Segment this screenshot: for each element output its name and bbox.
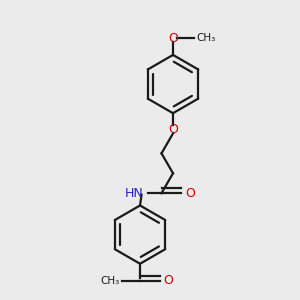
Text: HN: HN: [124, 187, 143, 200]
Text: CH₃: CH₃: [100, 276, 119, 286]
Text: O: O: [168, 32, 178, 44]
Text: O: O: [164, 274, 173, 287]
Text: O: O: [168, 123, 178, 136]
Text: CH₃: CH₃: [196, 33, 216, 43]
Text: O: O: [185, 187, 195, 200]
